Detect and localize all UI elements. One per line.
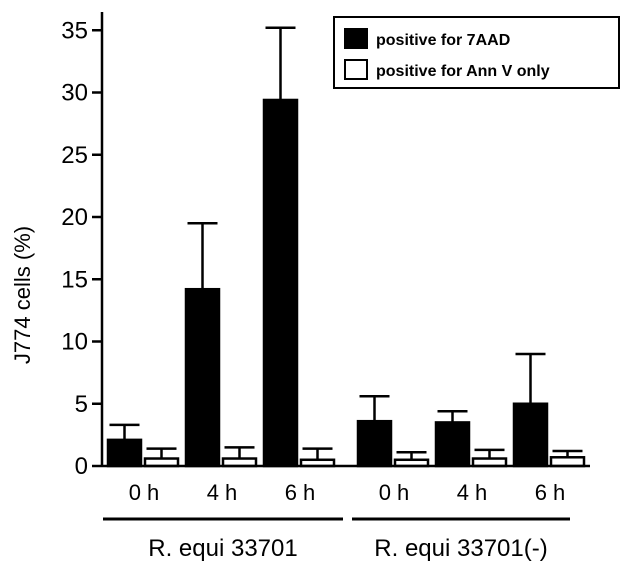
bar-7aad — [512, 402, 549, 468]
legend-box — [333, 16, 620, 89]
x-category-label: 4 h — [457, 480, 488, 505]
y-tick-label: 20 — [61, 204, 88, 231]
group-label: R. equi 33701 — [148, 535, 297, 562]
x-category-label: 6 h — [535, 480, 566, 505]
y-tick-label: 35 — [61, 17, 88, 44]
x-category-label: 4 h — [207, 480, 238, 505]
bars — [106, 26, 586, 468]
y-tick-label: 5 — [75, 391, 88, 418]
y-tick-label: 0 — [75, 453, 88, 480]
y-tick-label: 10 — [61, 329, 88, 356]
bar-annv — [549, 456, 586, 468]
bar-7aad — [434, 421, 471, 468]
legend-swatch — [344, 28, 368, 49]
y-tick-label: 15 — [61, 266, 88, 293]
legend-swatch — [344, 59, 368, 80]
y-tick-label: 25 — [61, 142, 88, 169]
x-category-label: 0 h — [379, 480, 410, 505]
x-axis: 0 h 4 h 6 h 0 h 4 h 6 h R. equi 33701 R. equi 3… — [102, 464, 590, 562]
bar-7aad — [262, 98, 299, 468]
y-tick-label: 30 — [61, 80, 88, 107]
x-category-label: 6 h — [285, 480, 316, 505]
legend: positive for 7AAD positive for Ann V only — [333, 16, 620, 89]
bar-7aad — [184, 287, 221, 468]
y-axis: 0 5 10 15 20 25 30 35 — [61, 12, 104, 480]
group-label: R. equi 33701(-) — [374, 535, 547, 562]
bar-7aad — [106, 438, 143, 468]
bar-7aad — [356, 419, 393, 468]
legend-label: positive for 7AAD — [376, 32, 510, 49]
y-axis-label: J774 cells (%) — [10, 226, 35, 364]
legend-label: positive for Ann V only — [376, 63, 550, 80]
x-category-label: 0 h — [129, 480, 160, 505]
